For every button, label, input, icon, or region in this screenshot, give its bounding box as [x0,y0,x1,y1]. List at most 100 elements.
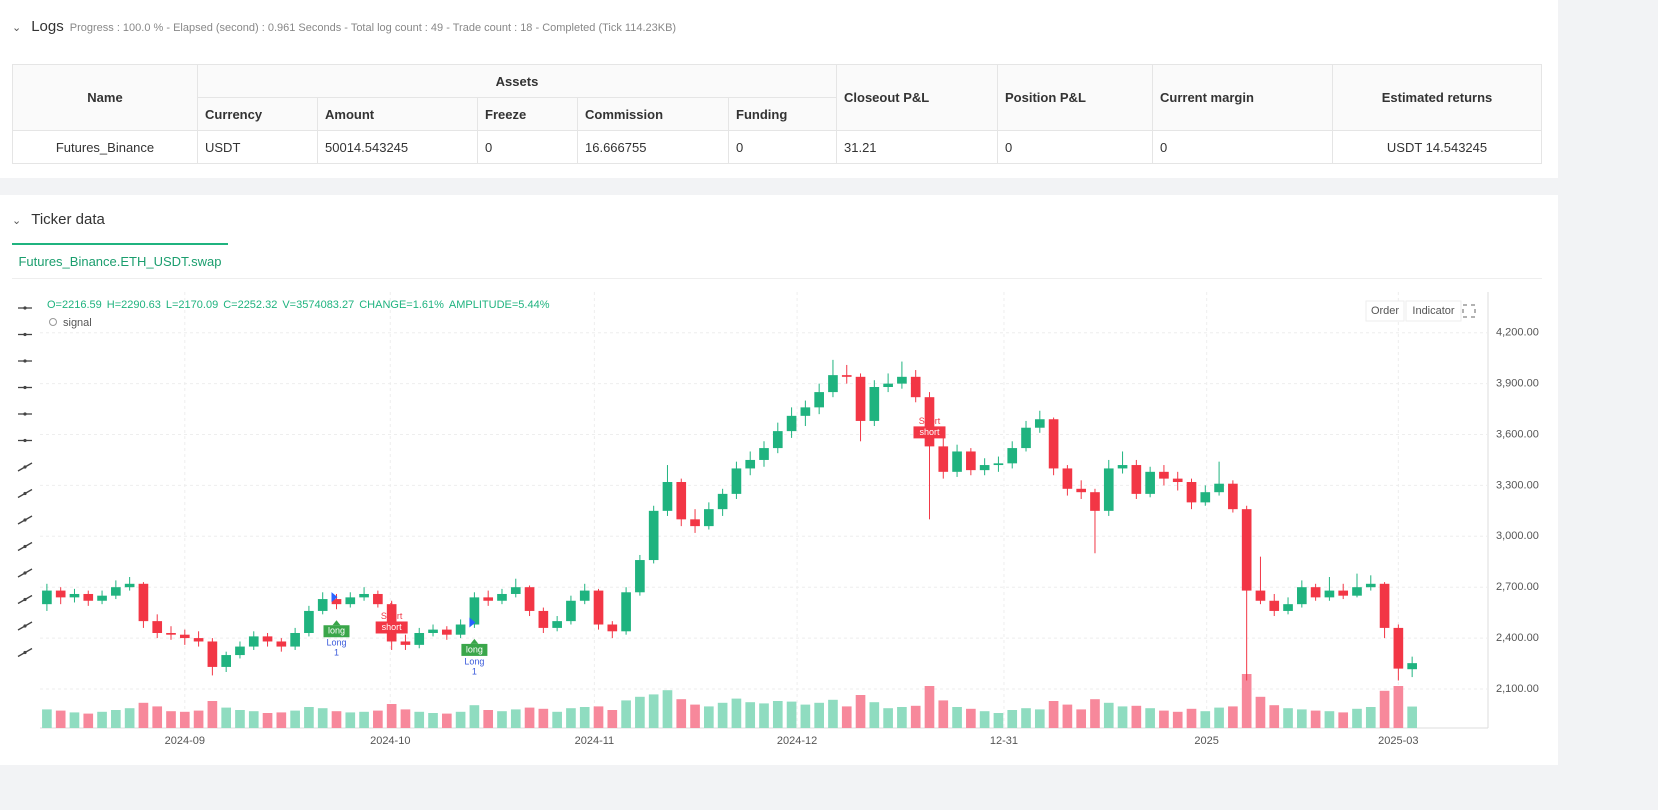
volume-bar [759,703,769,728]
x-tick-label: 2025 [1194,735,1218,747]
x-tick-label: 12-31 [990,735,1018,747]
candle-body [704,509,714,527]
candle-body [1297,587,1307,605]
tool-dot [23,597,27,602]
candle-body [400,641,411,645]
button-label: Indicator [1412,305,1455,317]
cell: 31.21 [836,130,998,164]
volume-bar [1172,711,1183,728]
candle-body [290,632,300,647]
tool-dot [23,438,27,443]
volume-bar [841,706,852,728]
volume-bar [648,694,659,728]
header-cell: Amount [317,97,478,131]
signal-qty: 1 [334,648,339,658]
candle-body [428,629,438,633]
volume-bar [1393,686,1404,728]
signal-box [375,621,408,634]
candle-body [469,597,480,625]
candle-body [910,376,921,398]
button[interactable] [1365,300,1405,322]
volume-bar [1297,709,1307,728]
candle-body [952,451,962,472]
button[interactable] [1405,300,1462,322]
volume-bar [331,711,342,728]
candle-body [42,590,52,605]
header-cell: Assets [197,64,837,98]
logs-title: Logs [31,18,64,35]
candle-body [1338,590,1349,596]
volume-bar [97,711,107,728]
volume-bar [566,708,576,728]
logs-summary: Progress : 100.0 % - Elapsed (second) : … [69,22,677,34]
candle-body [979,465,990,471]
volume-bar [800,704,811,728]
fullscreen-button[interactable] [1462,304,1476,318]
volume-bar [345,712,356,728]
ohlc-info: V=3574083.27 [282,299,354,311]
header-cell: Freeze [477,97,578,131]
candle-body [1131,465,1142,494]
volume-bar [221,707,231,728]
ticker-panel: ⌄ Ticker data Futures_Binance.ETH_USDT.sw… [0,195,1558,765]
candle-body [510,587,521,594]
ticker-header[interactable]: ⌄ Ticker data [12,211,105,228]
tool-dot [23,412,27,416]
volume-bar [1159,710,1169,728]
volume-bar [855,695,866,728]
cell: 0 [1152,130,1333,164]
candle-body [1283,604,1293,611]
volume-bar [1103,702,1114,728]
candle-body [1228,483,1238,510]
candle-body [772,431,783,449]
candle-body [1172,478,1183,483]
cell: 16.666755 [577,130,729,164]
x-tick-label: 2025-03 [1378,735,1418,747]
cell: 50014.543245 [317,130,478,164]
volume-bar [386,704,397,728]
volume-bar [1269,705,1280,728]
signal-arrow [470,638,479,644]
candle-body [993,463,1004,466]
ohlc-info: CHANGE=1.61% [359,299,444,311]
ohlc-info: L=2170.09 [166,299,218,311]
candle-body [441,629,452,635]
y-tick-label: 2,400.00 [1496,632,1539,644]
candle-body [221,655,231,667]
candle-body [331,599,342,605]
volume-bar [1034,709,1045,728]
signal-qty: 1 [927,406,932,416]
candle-body [1159,471,1169,479]
entry-marker [331,592,338,603]
candle-body [1145,471,1155,494]
candle-body [524,587,535,611]
candle-body [1310,587,1321,598]
x-tick-label: 2024-12 [777,735,817,747]
header-cell: Current margin [1152,64,1333,131]
candle-body [97,595,107,601]
candle-body [607,624,618,632]
volume-bar [1352,708,1362,728]
legend-eye[interactable] [49,318,57,326]
candle-body [1214,483,1224,493]
candle-body [262,636,273,642]
header-cell: Funding [728,97,837,131]
candle-body [828,375,838,393]
candle-body [1241,509,1252,591]
tool-dot [23,518,27,522]
volume-bar [897,707,907,728]
tool-dot [23,650,27,655]
candle-body [1324,590,1335,598]
candle-body [345,597,356,605]
candle-body [1021,427,1031,449]
assets-table: Name Assets Closeout P&L Position P&L Curren… [12,64,1542,164]
volume-bar [1048,701,1059,728]
tab[interactable]: Futures_Binance.ETH_USDT.swap [12,243,228,279]
volume-bar [1131,705,1142,728]
volume-bar [593,706,604,728]
volume-bar [1310,710,1321,728]
volume-bar [579,707,590,728]
logs-header[interactable]: ⌄ Logs Progress : 100.0 % - Elapsed (secon… [12,18,677,35]
volume-bar [1283,708,1293,728]
candle-body [593,590,604,625]
